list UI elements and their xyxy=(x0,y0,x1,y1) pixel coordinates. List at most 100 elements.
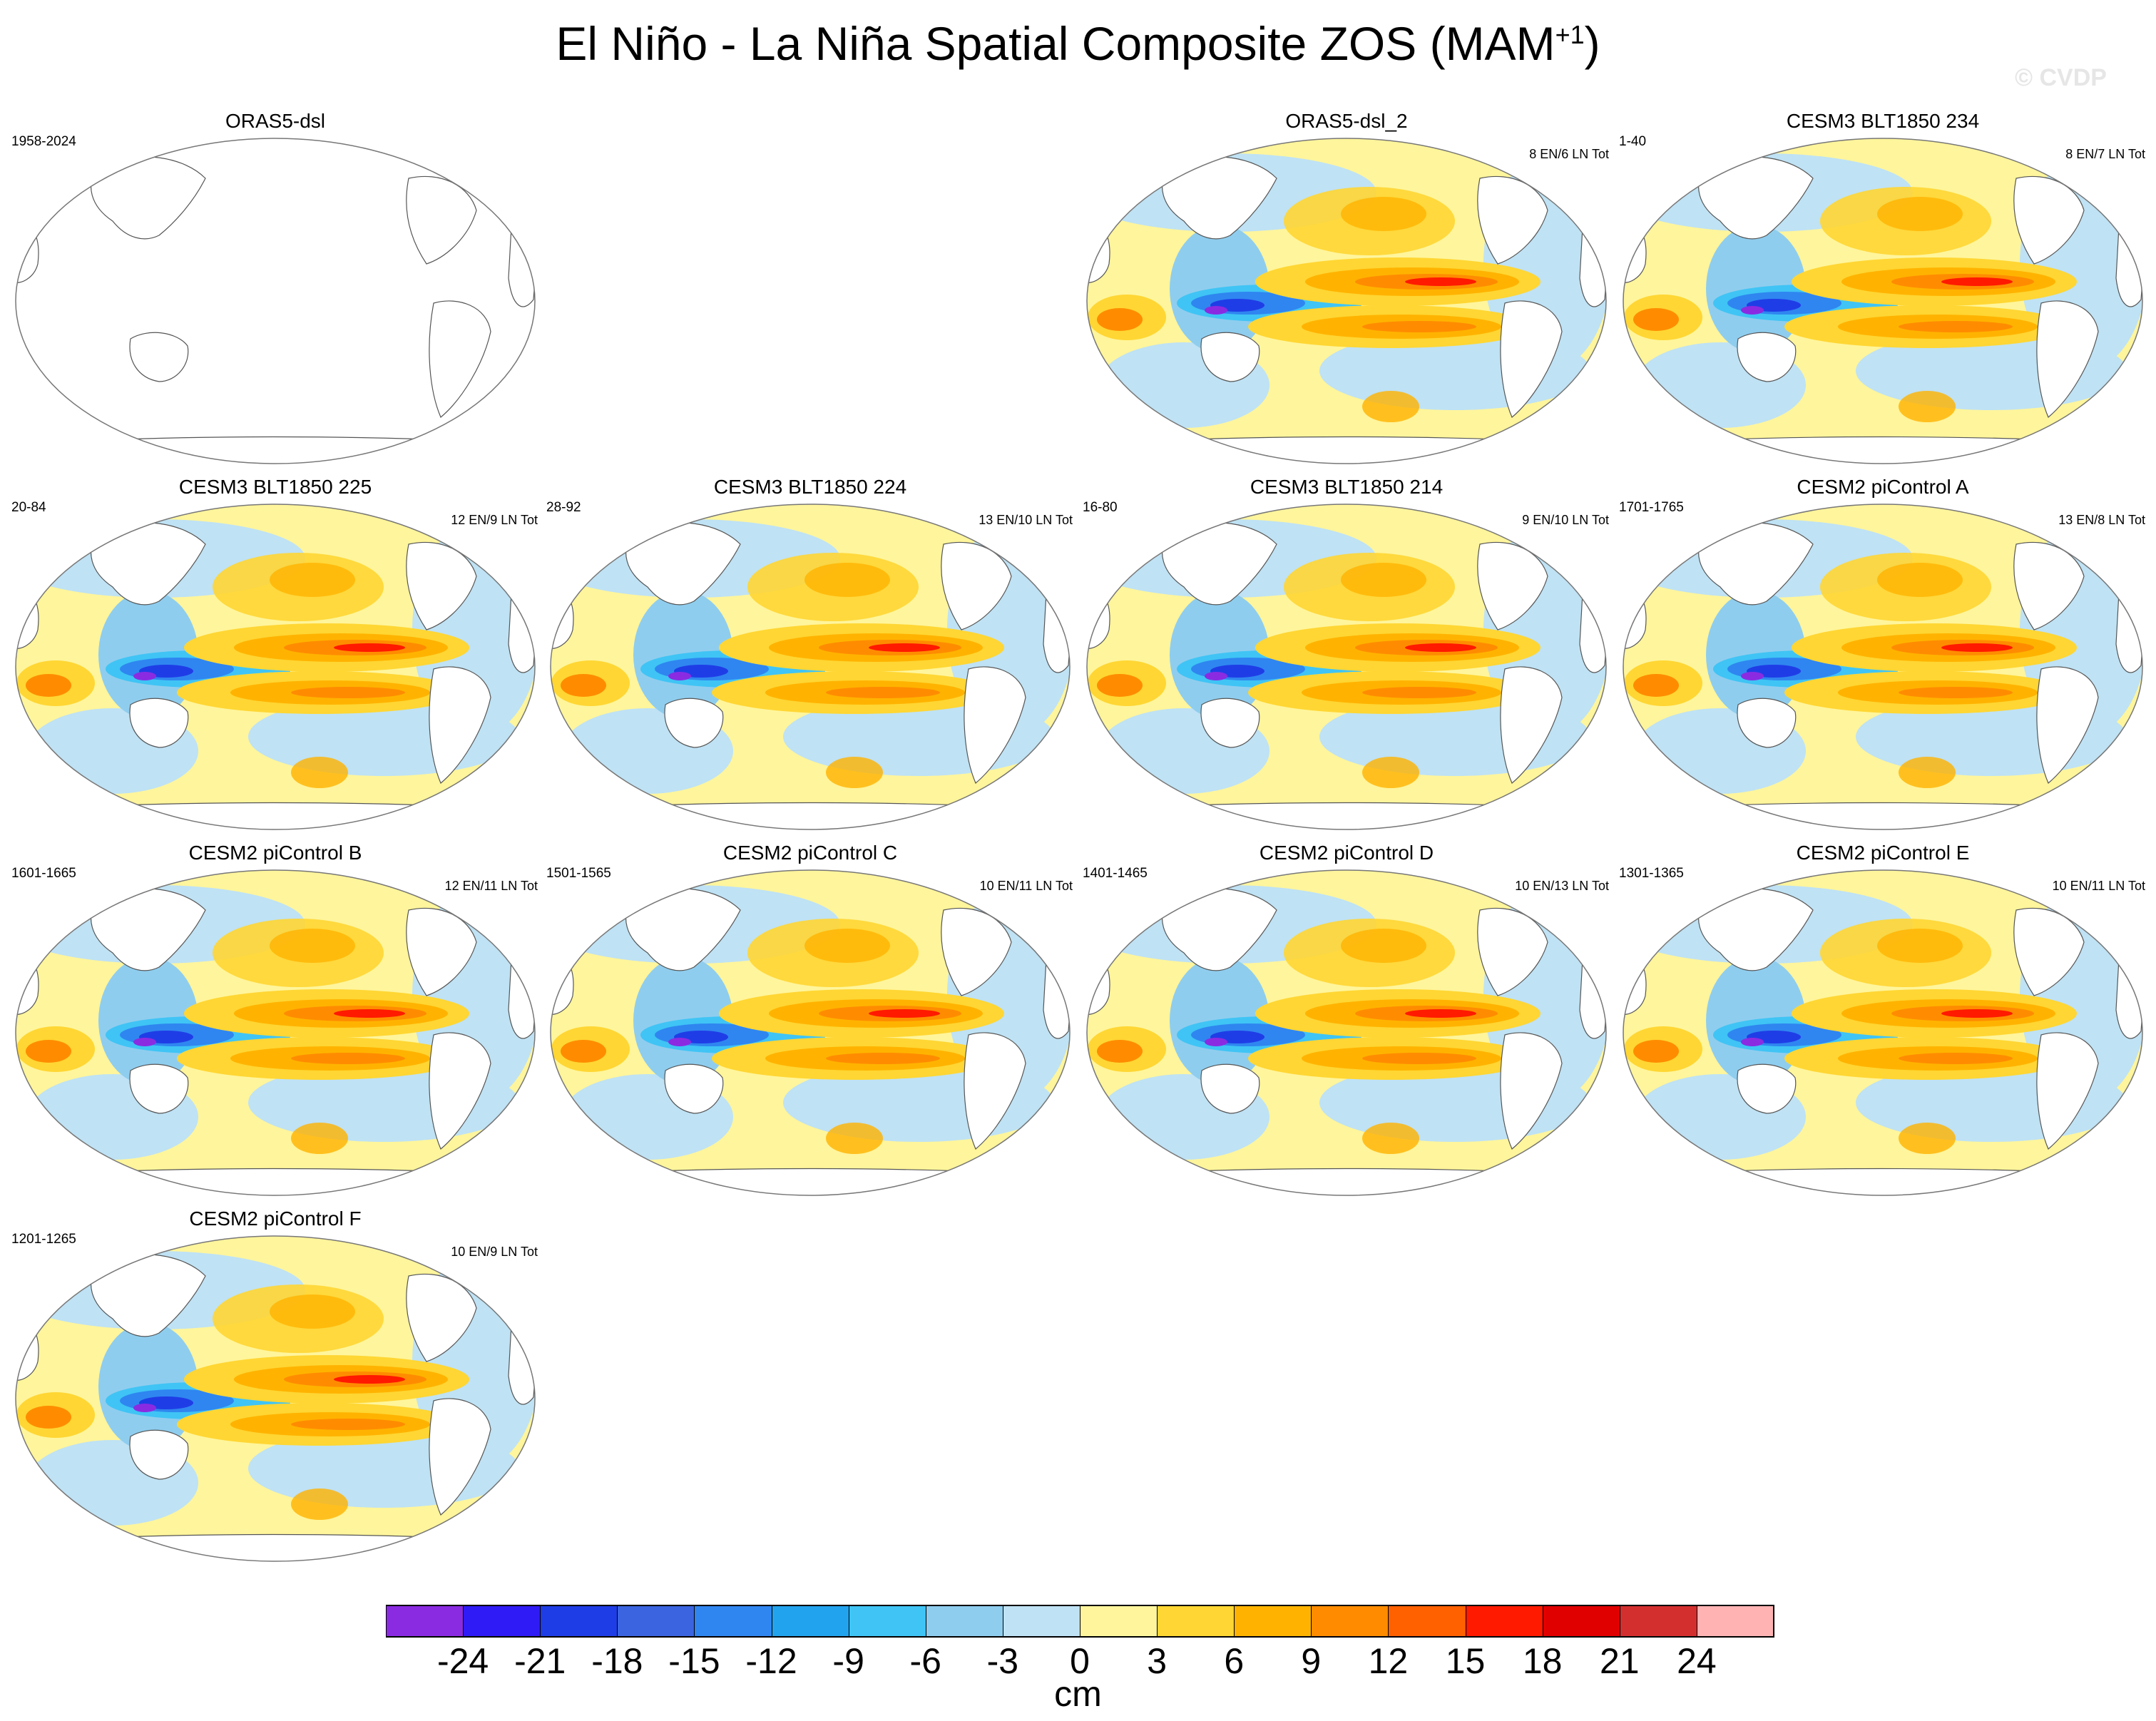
europe-africa-east-landmass xyxy=(1579,944,1606,1039)
europe-africa-east-landmass xyxy=(508,944,535,1039)
panel-years-label: 1701-1765 xyxy=(1619,500,1684,515)
north-ridge xyxy=(334,1375,405,1384)
south-america-landmass xyxy=(1500,666,1563,784)
panel-title: CESM2 piControl E xyxy=(1796,842,1970,864)
colorbar xyxy=(386,1605,1774,1638)
north-ridge xyxy=(334,643,405,652)
antarctica-landmass xyxy=(1662,802,2106,829)
indian-ocean-positive xyxy=(1633,1040,1679,1063)
colorbar-tick-label: 18 xyxy=(1522,1641,1563,1681)
north-pacific-positive xyxy=(804,929,890,963)
zos-field xyxy=(16,504,535,829)
colorbar-tick-label: 21 xyxy=(1599,1641,1640,1681)
colorbar-box xyxy=(1619,1605,1697,1638)
europe-africa-east-landmass xyxy=(2115,213,2142,307)
panel-title: CESM2 piControl F xyxy=(189,1207,362,1230)
asia-landmass xyxy=(1698,888,1814,971)
chart-title: El Niño - La Niña Spatial Composite ZOS … xyxy=(556,17,1600,70)
asia-landmass xyxy=(1698,522,1814,606)
australia-landmass xyxy=(1200,332,1260,382)
panel-event-counts: 12 EN/9 LN Tot xyxy=(451,513,538,527)
panel-event-counts: 8 EN/7 LN Tot xyxy=(2065,147,2145,161)
north-america-landmass xyxy=(2013,175,2085,265)
north-ridge xyxy=(869,1009,940,1018)
europe-africa-east-landmass xyxy=(508,578,535,673)
north-america-landmass xyxy=(406,1273,477,1362)
zos-field xyxy=(1087,138,1606,464)
panel-years-label: 20-84 xyxy=(11,500,46,515)
north-america-landmass xyxy=(941,541,1012,630)
map-outline xyxy=(1623,504,2143,830)
panel-title: CESM3 BLT1850 214 xyxy=(1250,476,1444,498)
panel-event-counts: 8 EN/6 LN Tot xyxy=(1529,147,1609,161)
west-pacific-negative xyxy=(133,1038,156,1046)
south-america-landmass xyxy=(2036,666,2099,784)
indian-ocean-positive xyxy=(561,674,606,697)
north-pacific-positive xyxy=(1341,929,1426,963)
north-ridge xyxy=(1405,643,1476,652)
colorbar-box xyxy=(1542,1605,1620,1638)
asia-landmass xyxy=(625,888,741,971)
south-america-landmass xyxy=(1500,1032,1563,1150)
colorbar-box xyxy=(1234,1605,1312,1638)
panel-title: CESM2 piControl D xyxy=(1259,842,1434,864)
panel-years-label: 28-92 xyxy=(546,500,581,515)
australia-landmass xyxy=(129,1063,189,1114)
indian-ocean-positive xyxy=(1097,308,1143,331)
antarctica-landmass xyxy=(1662,436,2106,464)
antarctica-landmass xyxy=(590,1168,1033,1195)
panel-years-label: 1301-1365 xyxy=(1619,866,1684,881)
antarctica-landmass xyxy=(1126,436,1570,464)
colorbar-tick-label: 12 xyxy=(1368,1641,1409,1681)
map-panel xyxy=(550,504,1071,830)
north-pacific-positive xyxy=(270,929,355,963)
antarctica-landmass xyxy=(1662,1168,2106,1195)
colorbar-unit-label: cm xyxy=(1054,1674,1102,1714)
south-pacific-patch xyxy=(1362,391,1419,422)
panel-event-counts: 10 EN/11 LN Tot xyxy=(2052,879,2145,893)
europe-africa-east-landmass xyxy=(1579,213,1606,307)
europe-africa-east-landmass xyxy=(2115,578,2142,673)
west-pacific-negative xyxy=(1205,672,1227,680)
antarctica-landmass xyxy=(55,436,499,464)
colorbar-tick-label: 9 xyxy=(1301,1641,1322,1681)
west-pacific-negative xyxy=(668,1038,691,1046)
map-outline xyxy=(15,138,536,464)
africa-landmass xyxy=(16,220,39,283)
south-pacific-patch xyxy=(1899,757,1956,788)
map-outline xyxy=(1086,504,1607,830)
south-ridge xyxy=(1362,1053,1476,1064)
europe-africa-east-landmass xyxy=(508,213,535,307)
indian-ocean-positive xyxy=(1097,1040,1143,1063)
map-outline xyxy=(15,869,536,1196)
map-panel xyxy=(15,138,536,464)
colorbar-box xyxy=(925,1605,1003,1638)
panel-event-counts: 10 EN/9 LN Tot xyxy=(451,1245,538,1259)
map-panel xyxy=(1623,869,2143,1196)
north-america-landmass xyxy=(1477,175,1548,265)
panel-event-counts: 12 EN/11 LN Tot xyxy=(444,879,538,893)
north-ridge xyxy=(869,643,940,652)
south-pacific-patch xyxy=(1362,757,1419,788)
australia-landmass xyxy=(129,1429,189,1480)
north-america-landmass xyxy=(406,541,477,630)
north-ridge xyxy=(1405,277,1476,286)
panel-title: CESM3 BLT1850 224 xyxy=(713,476,907,498)
antarctica-landmass xyxy=(590,802,1033,829)
map-panel xyxy=(1086,869,1607,1196)
asia-landmass xyxy=(1162,522,1277,606)
australia-landmass xyxy=(129,332,189,382)
europe-africa-east-landmass xyxy=(1579,578,1606,673)
zos-field xyxy=(16,1236,535,1561)
south-ridge xyxy=(291,1053,405,1064)
colorbar-box xyxy=(1157,1605,1235,1638)
south-pacific-patch xyxy=(291,1488,348,1520)
west-pacific-negative xyxy=(133,1404,156,1412)
panel-years-label: 1501-1565 xyxy=(546,866,611,881)
north-pacific-positive xyxy=(270,1294,355,1329)
south-pacific-patch xyxy=(826,757,883,788)
north-america-landmass xyxy=(406,907,477,996)
asia-landmass xyxy=(91,1254,206,1337)
north-ridge xyxy=(1405,1009,1476,1018)
europe-africa-east-landmass xyxy=(1043,578,1070,673)
